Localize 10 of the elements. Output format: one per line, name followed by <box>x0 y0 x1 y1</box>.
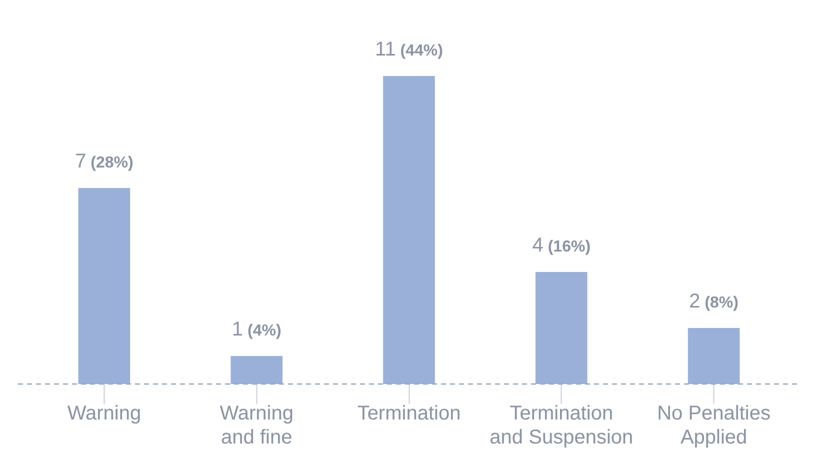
x-tick-label: Termination and Suspension <box>490 402 634 449</box>
x-tick-label: Warning and fine <box>220 402 294 449</box>
data-label: 2 (8%) <box>689 290 738 313</box>
data-label: 4 (16%) <box>532 234 591 257</box>
data-label: 1 (4%) <box>232 318 282 341</box>
x-tick-label: No Penalties Applied <box>657 402 771 449</box>
data-label: 11 (44%) <box>375 38 443 61</box>
data-label: 7 (28%) <box>75 150 134 173</box>
x-tick-label: Termination <box>357 402 461 425</box>
x-tick-label: Warning <box>67 402 142 425</box>
